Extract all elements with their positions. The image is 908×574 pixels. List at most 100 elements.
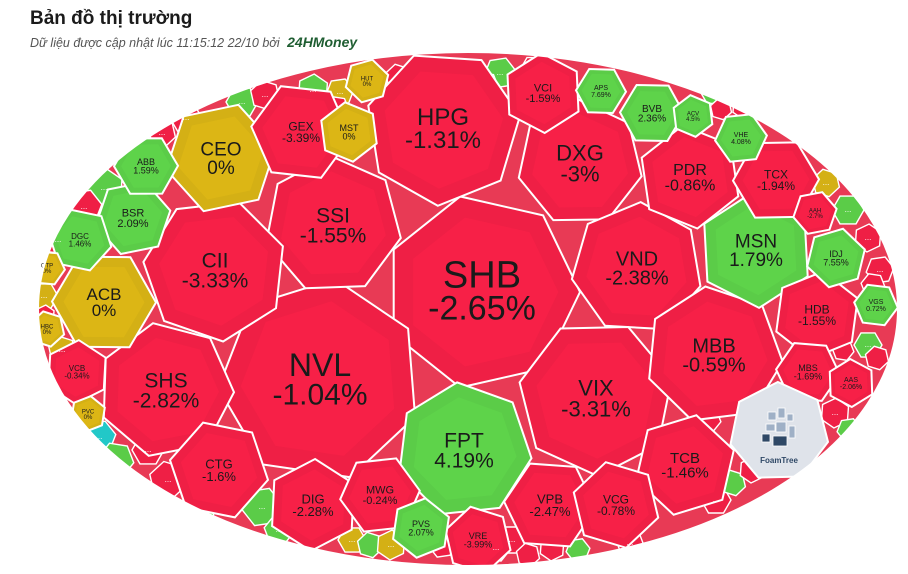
cell-code-label: MSN (735, 232, 777, 253)
cell-highlight (677, 99, 709, 133)
cell-highlight (384, 71, 504, 189)
treemap-outline (37, 51, 899, 567)
cell-highlight (350, 64, 384, 98)
cell-change-label: -3% (560, 161, 599, 186)
cell-code-label: BVB (642, 104, 662, 115)
cell-change-label: 2.07% (408, 527, 434, 537)
cell-code-label: SHB (443, 254, 521, 296)
cell-code-label: FPT (444, 429, 484, 452)
cell-change-label: -1.59% (526, 93, 561, 105)
overflow-label: ... (865, 340, 872, 349)
cell-highlight (117, 337, 219, 442)
cell-code-label: DIG (301, 491, 324, 506)
cell-code-label: CTG (205, 456, 232, 471)
cell-change-label: -0.24% (363, 495, 398, 507)
overflow-cell[interactable] (515, 542, 541, 566)
overflow-label: ... (59, 345, 66, 354)
cell-highlight (813, 235, 859, 281)
cell-change-label: 4.5% (686, 117, 700, 123)
cell-highlight (399, 504, 443, 552)
cell-change-label: -2.06% (840, 384, 862, 391)
cell-change-label: -2.65% (428, 290, 536, 328)
overflow-label: ... (388, 540, 395, 549)
overflow-label: ... (262, 90, 269, 99)
overflow-label: ... (81, 202, 88, 211)
overflow-label: ... (349, 535, 356, 544)
cell-code-label: ABB (137, 157, 155, 167)
cell-change-label: 0% (363, 82, 372, 88)
cell-highlight (452, 514, 504, 566)
cell-highlight (54, 347, 100, 397)
cell-change-label: 0% (43, 330, 52, 336)
cell-code-label: PDR (673, 162, 707, 179)
overflow-label: ... (509, 535, 516, 544)
overflow-cell[interactable] (864, 345, 890, 371)
cell-highlight (783, 349, 833, 395)
overflow-label: ... (845, 205, 852, 214)
cell-code-label: HBC (41, 324, 54, 330)
cell-code-label: MST (340, 123, 360, 133)
cell-highlight (586, 216, 687, 316)
cell-change-label: 0% (43, 269, 52, 275)
cell-change-label: 7.55% (823, 257, 849, 267)
cell-code-label: DXG (556, 140, 604, 165)
cell-change-label: -2.82% (133, 389, 200, 412)
page-title: Bản đồ thị trường (30, 8, 193, 29)
cell-highlight (581, 73, 621, 109)
cell-code-label: VHE (734, 132, 749, 139)
cell-highlight (55, 216, 105, 264)
cell-code-label: VCB (69, 364, 85, 373)
cell-code-label: SHS (144, 369, 187, 392)
overflow-label: ... (627, 538, 634, 547)
update-subtitle: Dữ liệu được cập nhật lúc 11:15:12 22/10… (30, 34, 357, 50)
overflow-label: ... (493, 543, 500, 552)
cell-highlight (515, 61, 571, 125)
cell-code-label: PVS (412, 519, 430, 529)
cell-code-label: MWG (366, 485, 394, 497)
cell-highlight (159, 217, 268, 326)
overflow-label: ... (239, 97, 246, 106)
cell-change-label: -1.46% (661, 464, 709, 481)
cell-change-label: 2.36% (638, 113, 666, 124)
cell-code-label: AAS (844, 377, 858, 384)
overflow-label: ... (713, 495, 720, 504)
overflow-label: ... (865, 233, 872, 242)
cell-code-label: VPB (537, 491, 563, 506)
cell-change-label: -1.55% (300, 224, 367, 247)
cell-highlight (834, 364, 868, 402)
cell-code-label: HPG (417, 104, 469, 131)
cell-highlight (652, 136, 728, 218)
overflow-label: ... (145, 445, 152, 454)
cell-code-label: MBB (692, 336, 735, 358)
cell-highlight (536, 342, 655, 459)
cell-change-label: -0.59% (682, 355, 746, 377)
cell-code-label: VCI (534, 83, 552, 95)
cell-code-label: CEO (200, 140, 241, 161)
overflow-label: ... (259, 502, 266, 511)
cell-highlight (349, 466, 411, 524)
overflow-label: ... (159, 128, 166, 137)
cell-highlight (532, 113, 628, 208)
cell-highlight (178, 116, 264, 200)
cell-change-label: 1.79% (729, 250, 783, 271)
cell-change-label: -3.33% (182, 269, 249, 292)
treemap-cells[interactable] (29, 52, 898, 573)
cell-change-label: 0% (207, 158, 235, 179)
cell-code-label: MBS (798, 363, 818, 373)
cell-code-label: HDB (804, 303, 829, 317)
cell-highlight (281, 469, 345, 541)
cell-code-label: TCX (764, 168, 788, 182)
overflow-label: ... (101, 183, 108, 192)
cell-code-label: QTP (41, 263, 53, 269)
cell-code-label: CII (202, 249, 229, 272)
cell-code-label: VND (616, 249, 658, 271)
overflow-label: ... (96, 432, 103, 441)
cell-highlight (262, 96, 340, 168)
overflow-label: ... (877, 265, 884, 274)
cell-change-label: 0% (342, 131, 355, 141)
brand-link[interactable]: 24HMoney (287, 34, 358, 50)
treemap-labels: ........................................… (37, 51, 899, 567)
overflow-label: ... (113, 455, 120, 464)
cell-change-label: -3.31% (561, 396, 631, 421)
